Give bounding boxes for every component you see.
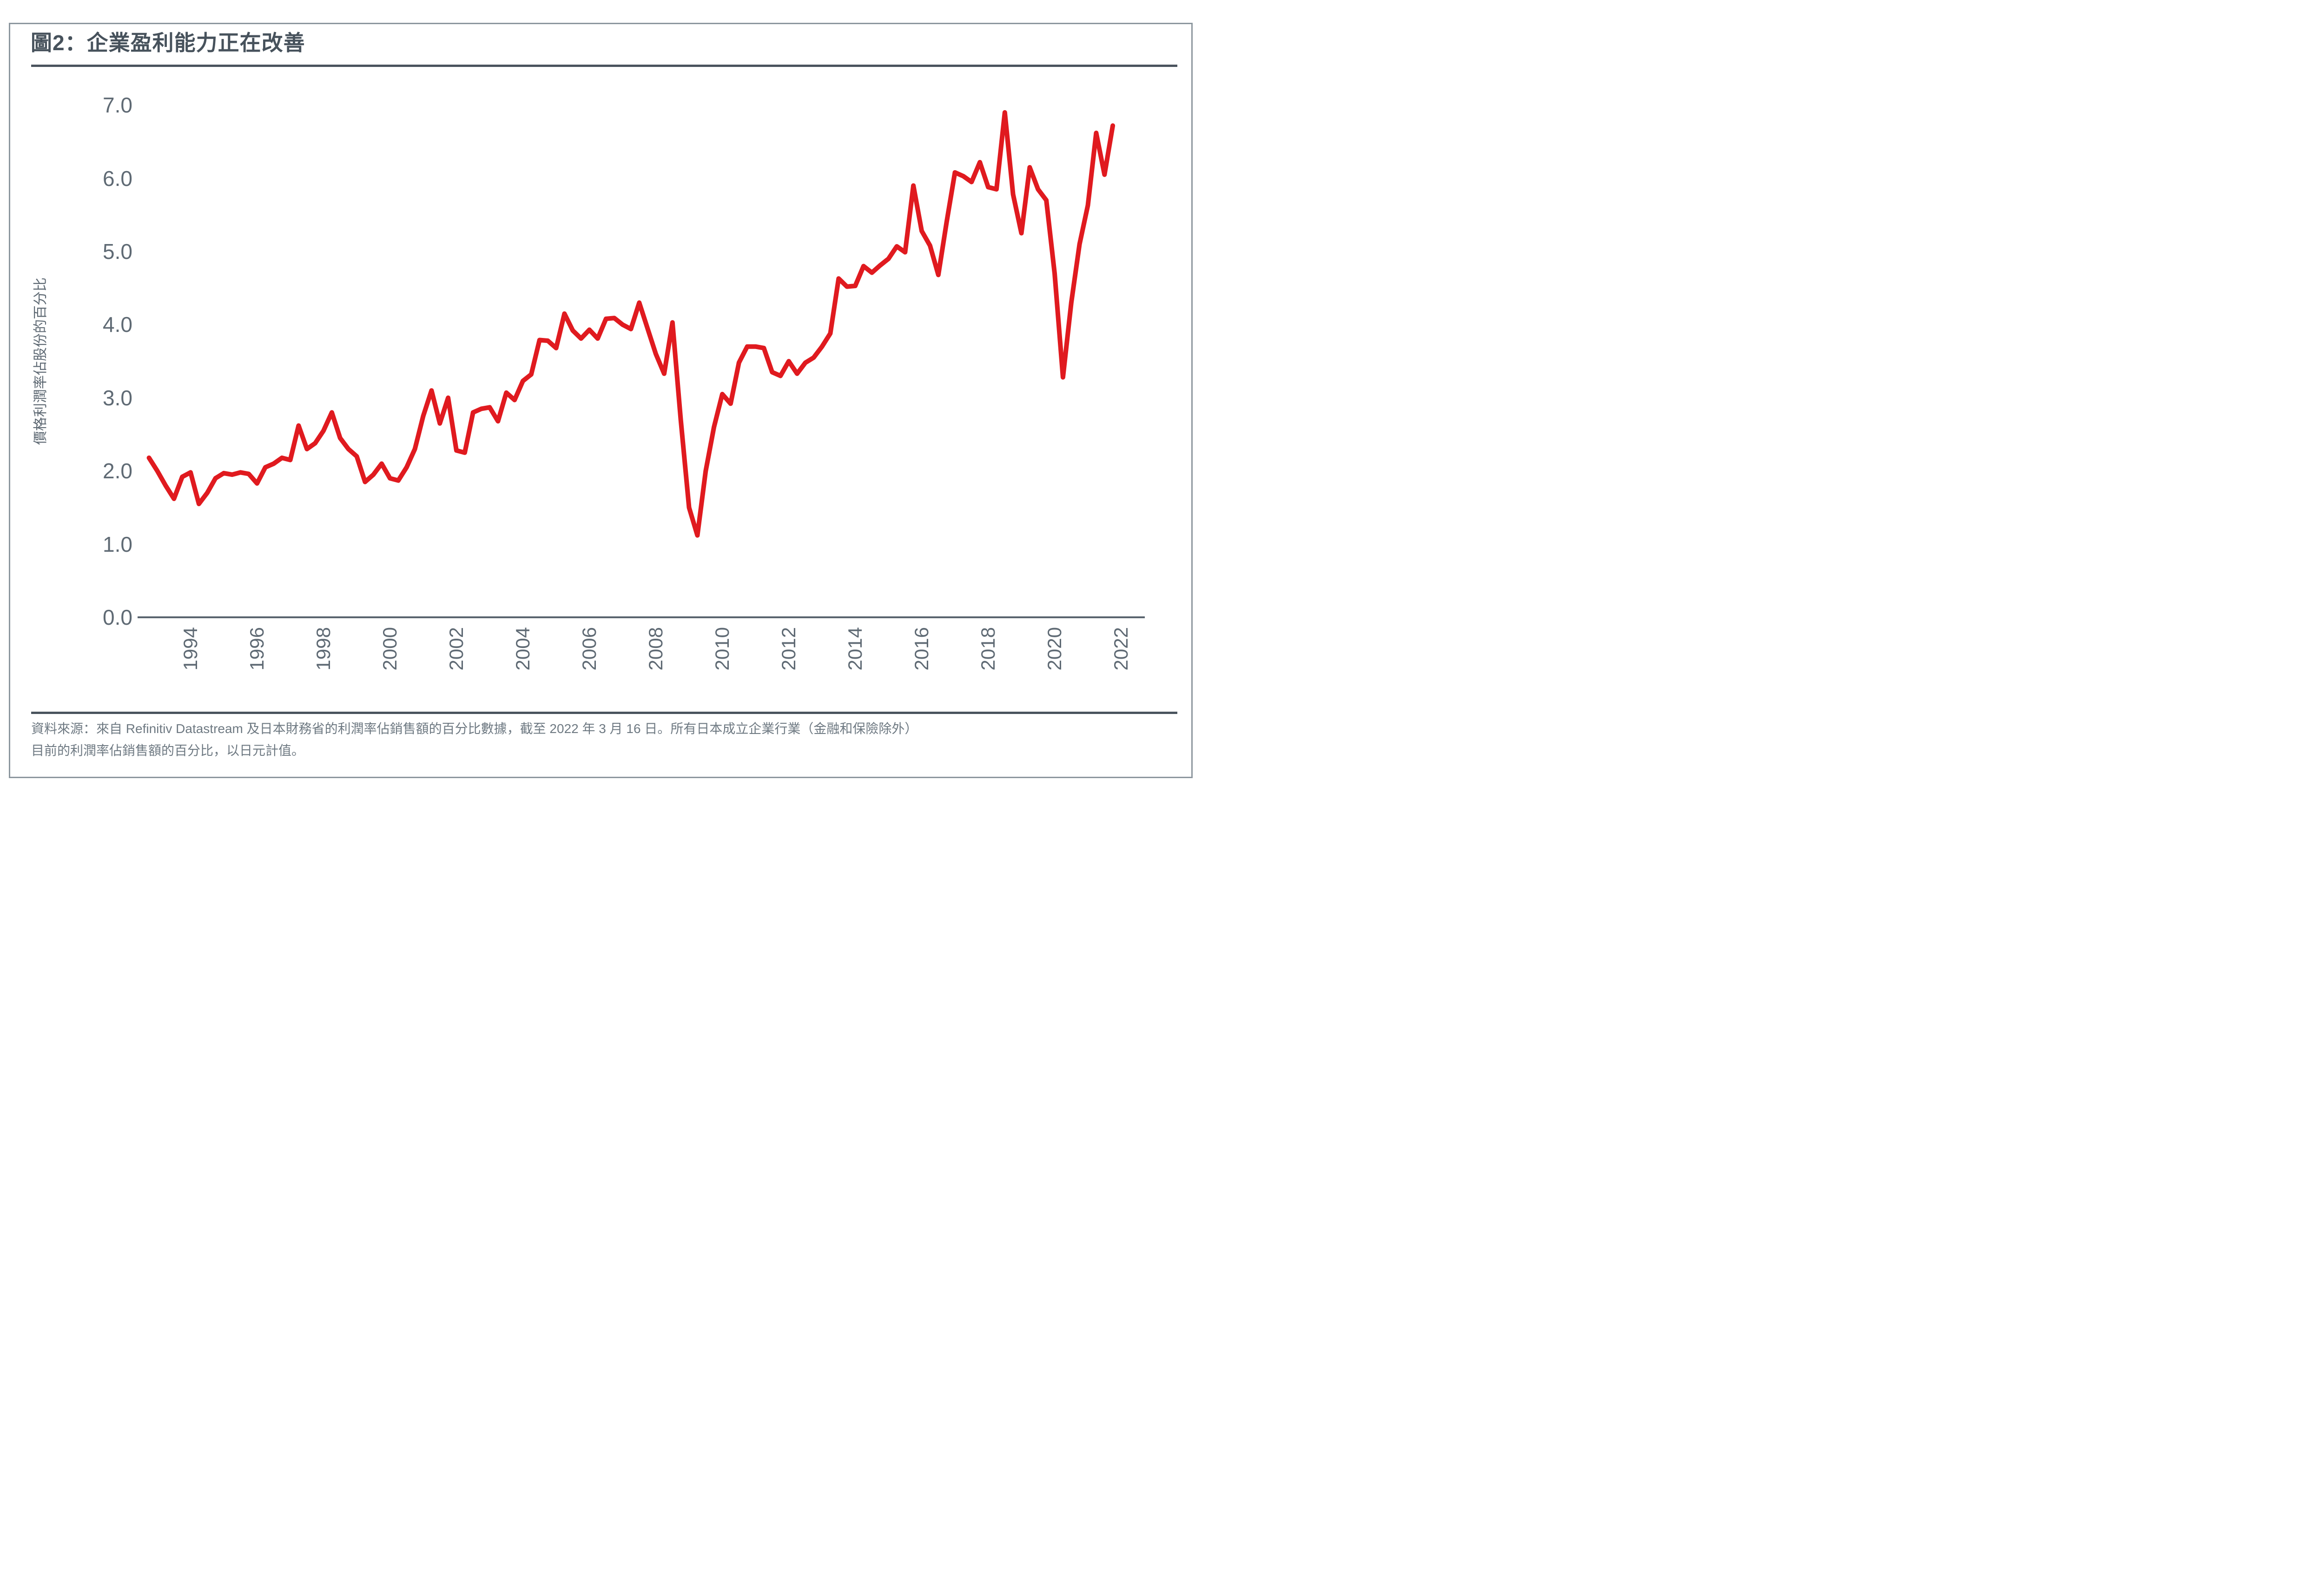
y-tick-label-7.0: 7.0 [103,93,132,118]
x-tick-label-1994: 1994 [179,627,201,671]
y-tick-label-1.0: 1.0 [103,532,132,556]
figure-page: 圖2：企業盈利能力正在改善 價格利潤率佔股份的百分比 0.0 1.0 2.0 3.0 4… [0,0,1201,786]
x-tick-label-2012: 2012 [778,627,799,671]
source-note-line-1: 資料來源：來自 Refinitiv Datastream 及日本財務省的利潤率佔… [31,721,918,736]
y-tick-label-3.0: 3.0 [103,385,132,410]
source-divider-rule [31,712,1177,714]
source-note: 資料來源：來自 Refinitiv Datastream 及日本財務省的利潤率佔… [31,718,1177,761]
x-tick-label-1996: 1996 [246,627,268,671]
x-tick-label-2010: 2010 [711,627,733,671]
y-tick-label-5.0: 5.0 [103,239,132,264]
x-tick-label-1998: 1998 [312,627,334,671]
x-tick-label-2004: 2004 [512,627,534,671]
source-note-line-2: 目前的利潤率佔銷售額的百分比，以日元計值。 [31,743,305,758]
x-tick-label-2020: 2020 [1043,627,1065,671]
y-tick-label-0.0: 0.0 [103,605,132,629]
x-tick-label-2018: 2018 [977,627,999,671]
x-tick-label-2022: 2022 [1110,627,1132,671]
y-tick-label-6.0: 6.0 [103,166,132,191]
page-title: 圖2：企業盈利能力正在改善 [31,31,305,55]
figure-border-frame [9,23,1193,778]
x-tick-label-2008: 2008 [645,627,667,671]
profit-margin-line [146,110,1116,538]
x-tick-label-2014: 2014 [844,627,866,671]
x-tick-label-2000: 2000 [379,627,401,671]
line-chart-canvas [138,110,1145,618]
title-divider-rule [31,65,1177,67]
x-tick-label-2002: 2002 [445,627,467,671]
x-tick-label-2006: 2006 [578,627,600,671]
y-tick-label-2.0: 2.0 [103,459,132,483]
x-tick-label-2016: 2016 [911,627,932,671]
y-tick-label-4.0: 4.0 [103,312,132,337]
